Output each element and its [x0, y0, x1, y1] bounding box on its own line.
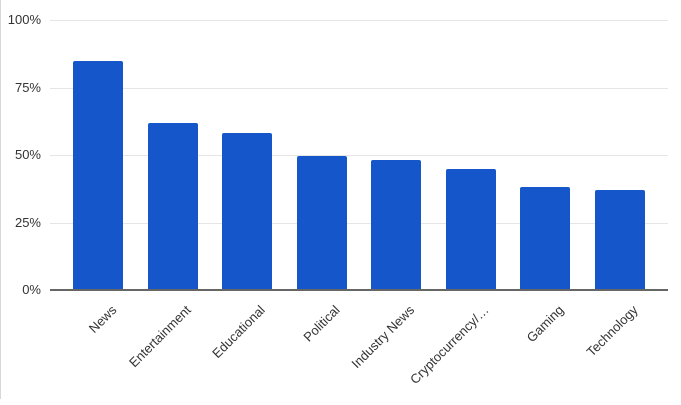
x-axis-label: Technology [583, 302, 641, 360]
y-axis-tick-label: 25% [14, 214, 41, 230]
x-axis-label: Gaming [523, 302, 567, 346]
x-axis-label: Industry News [348, 302, 418, 372]
x-axis-label: Political [300, 302, 343, 345]
gridline [50, 222, 668, 224]
x-axis-label: News [85, 302, 120, 336]
bar [222, 133, 273, 290]
bar [520, 187, 571, 290]
bar [445, 168, 496, 290]
bar [147, 122, 198, 290]
y-axis-tick-label: 50% [14, 147, 41, 162]
bar [594, 190, 645, 290]
window-left-border [0, 0, 1, 399]
y-axis-tick-label: 75% [14, 79, 41, 95]
x-axis-label: Cryptocurrency/… [406, 302, 492, 387]
x-axis-label: Entertainment [125, 302, 194, 371]
gridline [50, 87, 668, 89]
bar [296, 156, 347, 290]
gridline [50, 20, 668, 21]
bar [73, 60, 124, 290]
gridline [50, 155, 668, 156]
bar [371, 160, 422, 290]
x-axis-label: Educational [209, 302, 269, 361]
y-axis-tick-label: 0% [22, 282, 41, 297]
y-axis-tick-label: 100% [7, 12, 41, 27]
x-axis-line [50, 289, 668, 291]
